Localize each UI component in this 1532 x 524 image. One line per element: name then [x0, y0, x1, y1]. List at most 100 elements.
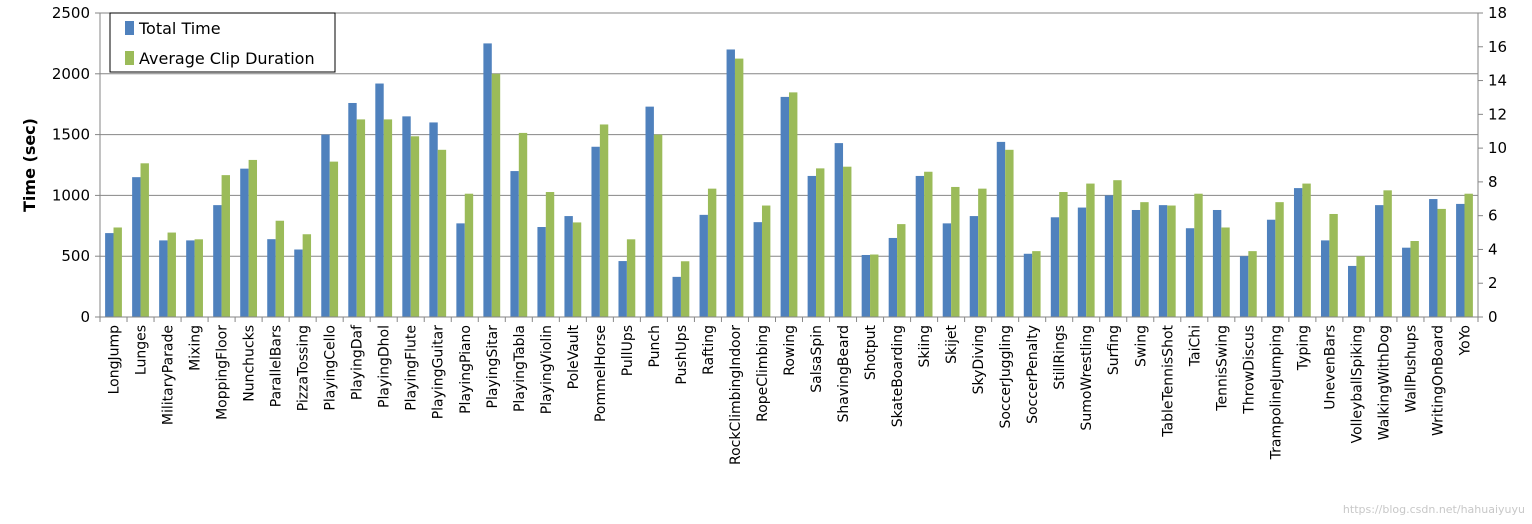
- category-label: PlayingPiano: [458, 325, 474, 414]
- left-tick-label: 2500: [52, 4, 90, 22]
- category-label: PlayingDaf: [350, 324, 366, 400]
- left-tick-label: 1000: [52, 186, 90, 204]
- bar-total-time-Skiing: [915, 175, 925, 317]
- right-tick-label: 2: [1488, 274, 1498, 292]
- category-label: TrampolineJumping: [1268, 325, 1284, 460]
- bar-average-clip-duration-Skijet: [951, 186, 960, 317]
- bar-total-time-RockClimbingIndoor: [726, 49, 735, 317]
- category-label: RockClimbingIndoor: [728, 325, 744, 465]
- bar-average-clip-duration-PlayingFlute: [410, 136, 420, 317]
- bar-average-clip-duration-SkateBoarding: [897, 224, 906, 317]
- bar-average-clip-duration-Mixing: [194, 239, 203, 317]
- bar-average-clip-duration-PizzaTossing: [302, 234, 312, 317]
- bar-average-clip-duration-Swing: [1140, 202, 1149, 317]
- category-label: TennisSwing: [1214, 325, 1230, 412]
- bar-average-clip-duration-SoccerJuggling: [1005, 149, 1014, 317]
- bar-total-time-WallPushups: [1402, 247, 1411, 317]
- category-label: Surfing: [1106, 325, 1122, 375]
- bar-total-time-SkateBoarding: [888, 237, 898, 317]
- bar-average-clip-duration-PlayingTabla: [518, 132, 528, 317]
- bar-average-clip-duration-WallPushups: [1410, 241, 1419, 317]
- watermark: https://blog.csdn.net/hahuaiyuyu: [1343, 503, 1525, 516]
- bar-total-time-TrampolineJumping: [1266, 219, 1276, 317]
- bar-average-clip-duration-VolleyballSpiking: [1356, 256, 1365, 317]
- bar-total-time-MoppingFloor: [213, 205, 222, 317]
- bar-average-clip-duration-TennisSwing: [1221, 227, 1230, 317]
- right-tick-label: 14: [1488, 72, 1507, 90]
- category-label: MilitaryParade: [161, 325, 177, 425]
- right-tick-label: 18: [1488, 4, 1507, 22]
- bar-average-clip-duration-PlayingPiano: [464, 193, 474, 317]
- bar-average-clip-duration-SumoWrestling: [1086, 183, 1095, 317]
- bar-average-clip-duration-LongJump: [113, 227, 122, 317]
- category-labels: LongJump Lunges MilitaryParade Mixing Moppin…: [107, 324, 1474, 465]
- right-tick-label: 0: [1488, 308, 1498, 326]
- category-label: Punch: [647, 325, 663, 368]
- bar-average-clip-duration-UnevenBars: [1329, 213, 1338, 317]
- y-axis-label: Time (sec): [20, 118, 39, 212]
- category-label: Mixing: [188, 325, 204, 371]
- bar-total-time-TableTennisShot: [1158, 205, 1168, 317]
- bar-average-clip-duration-Lunges: [140, 163, 149, 317]
- category-label: MoppingFloor: [215, 325, 231, 420]
- bar-average-clip-duration-RockClimbingIndoor: [734, 58, 744, 317]
- bar-total-time-TennisSwing: [1212, 209, 1222, 317]
- bar-total-time-Swing: [1131, 209, 1141, 317]
- bar-total-time-Surfing: [1104, 195, 1114, 317]
- bar-total-time-WritingOnBoard: [1429, 199, 1438, 317]
- bar-total-time-ThrowDiscus: [1239, 256, 1249, 317]
- bar-average-clip-duration-TableTennisShot: [1167, 205, 1176, 317]
- right-tick-label: 4: [1488, 240, 1498, 258]
- category-label: Rafting: [701, 325, 717, 375]
- category-label: SoccerPenalty: [1025, 325, 1041, 424]
- category-label: Skijet: [944, 325, 960, 364]
- bar-average-clip-duration-Punch: [653, 134, 663, 317]
- bar-average-clip-duration-Rafting: [707, 188, 717, 317]
- bar-total-time-MilitaryParade: [159, 240, 168, 317]
- category-label: SalsaSpin: [809, 325, 825, 393]
- bar-average-clip-duration-MilitaryParade: [167, 232, 176, 317]
- category-label: Swing: [1133, 325, 1149, 367]
- bar-total-time-ShavingBeard: [834, 143, 844, 317]
- bar-average-clip-duration-SoccerPenalty: [1032, 251, 1041, 317]
- right-tick-label: 12: [1488, 105, 1507, 123]
- bars: [105, 43, 1473, 318]
- category-label: PoleVault: [566, 325, 582, 390]
- bar-total-time-Rafting: [699, 214, 708, 317]
- bar-total-time-PlayingCello: [321, 134, 330, 317]
- bar-total-time-PullUps: [618, 261, 627, 317]
- category-label: SoccerJuggling: [998, 325, 1014, 429]
- bar-average-clip-duration-PlayingCello: [329, 161, 339, 317]
- bar-average-clip-duration-PlayingSitar: [491, 73, 501, 317]
- bar-total-time-PommelHorse: [591, 146, 600, 317]
- bar-total-time-PoleVault: [564, 216, 573, 317]
- bar-total-time-Shotput: [861, 254, 871, 317]
- bar-average-clip-duration-WalkingWithDog: [1383, 190, 1392, 317]
- bar-total-time-PlayingDhol: [375, 83, 384, 317]
- category-label: Nunchucks: [242, 325, 258, 402]
- bar-average-clip-duration-ThrowDiscus: [1248, 251, 1257, 317]
- category-label: Skiing: [917, 325, 933, 368]
- category-label: Typing: [1295, 325, 1311, 371]
- bar-average-clip-duration-PoleVault: [572, 222, 582, 317]
- bar-total-time-VolleyballSpiking: [1348, 265, 1357, 317]
- left-axis-ticks: 0 500 1000 1500 2000 2500: [52, 4, 100, 326]
- category-label: ParallelBars: [269, 325, 285, 407]
- bar-total-time-TaiChi: [1185, 228, 1195, 317]
- category-label: Rowing: [782, 325, 798, 376]
- bar-average-clip-duration-Surfing: [1113, 180, 1122, 317]
- left-tick-label: 0: [80, 308, 90, 326]
- bar-average-clip-duration-PommelHorse: [599, 124, 609, 317]
- bar-total-time-PlayingDaf: [348, 102, 357, 317]
- bar-average-clip-duration-PlayingGuitar: [437, 149, 447, 317]
- axes: [99, 13, 1479, 322]
- category-label: SumoWrestling: [1079, 325, 1095, 431]
- bar-total-time-Punch: [645, 106, 654, 317]
- bar-average-clip-duration-RopeClimbing: [761, 205, 771, 317]
- category-label: WritingOnBoard: [1430, 325, 1446, 436]
- bar-total-time-SkyDiving: [969, 216, 979, 317]
- category-label: ShavingBeard: [836, 325, 852, 422]
- bar-average-clip-duration-PlayingViolin: [545, 192, 555, 317]
- legend: Total Time Average Clip Duration: [109, 12, 336, 73]
